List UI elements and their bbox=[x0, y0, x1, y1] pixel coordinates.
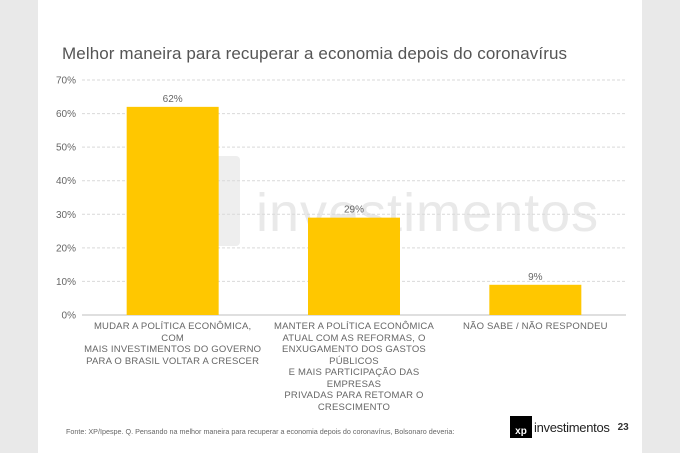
x-category-label-line: ATUAL COM AS REFORMAS, O bbox=[282, 332, 426, 344]
page-number: 23 bbox=[617, 421, 629, 433]
y-tick-label: 10% bbox=[56, 277, 76, 288]
x-category-label: NÃO SABE / NÃO RESPONDEU bbox=[445, 321, 625, 333]
x-category-label-line: PRIVADAS PARA RETOMAR O bbox=[284, 390, 424, 401]
x-category-label-line: E MAIS PARTICIPAÇÃO DAS EMPRESAS bbox=[288, 367, 420, 390]
x-category-label-line: NÃO SABE / NÃO RESPONDEU bbox=[462, 321, 608, 332]
source-note: Fonte: XP/Ipespe. Q. Pensando na melhor … bbox=[66, 427, 455, 436]
right-frame bbox=[642, 0, 680, 453]
x-category-label: MANTER A POLÍTICA ECONÔMICA ATUAL COM AS … bbox=[264, 321, 444, 413]
bar bbox=[308, 217, 400, 315]
xp-logo-icon: xp bbox=[510, 416, 532, 438]
bar bbox=[489, 284, 582, 315]
y-tick-label: 40% bbox=[56, 176, 76, 187]
chart-title: Melhor maneira para recuperar a economia… bbox=[62, 44, 568, 63]
x-category-label-line: MUDAR A POLÍTICA ECONÔMICA, COM bbox=[93, 321, 252, 344]
y-tick-label: 0% bbox=[62, 311, 77, 322]
x-category-label-line: ENXUGAMENTO DOS GASTOS PÚBLICOS bbox=[282, 344, 426, 367]
x-category-label: MUDAR A POLÍTICA ECONÔMICA, COM MAIS INVE… bbox=[83, 321, 263, 367]
y-tick-label: 20% bbox=[56, 243, 76, 254]
brand-footer: xp investimentos 23 bbox=[510, 414, 629, 440]
y-tick-label: 50% bbox=[56, 143, 76, 154]
x-category-label-line: MANTER A POLÍTICA ECONÔMICA bbox=[273, 321, 435, 332]
slide: Melhor maneira para recuperar a economia… bbox=[38, 0, 642, 453]
y-tick-label: 30% bbox=[56, 210, 76, 221]
y-tick-label: 70% bbox=[56, 76, 76, 87]
data-label: 29% bbox=[344, 205, 364, 216]
y-tick-label: 60% bbox=[56, 109, 76, 120]
x-category-label-line: PARA O BRASIL VOLTAR A CRESCER bbox=[86, 355, 260, 367]
bar bbox=[126, 106, 219, 315]
brand-name: investimentos bbox=[534, 419, 610, 435]
left-frame bbox=[0, 0, 38, 453]
data-label: 9% bbox=[528, 272, 543, 283]
bar-chart: 0% 10% 20% 30% 40% 50% 60% 70% 62% 29% 9% bbox=[56, 76, 626, 322]
x-category-label-line: MAIS INVESTIMENTOS DO GOVERNO bbox=[84, 344, 262, 355]
data-label: 62% bbox=[163, 94, 183, 105]
x-category-label-line: CRESCIMENTO bbox=[317, 401, 391, 413]
